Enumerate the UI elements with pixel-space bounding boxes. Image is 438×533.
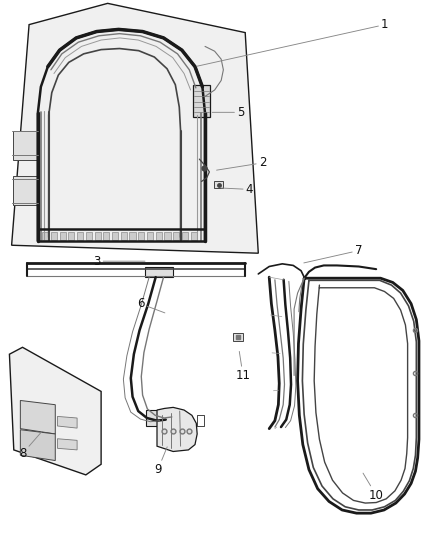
- Bar: [95, 232, 101, 240]
- Text: 11: 11: [236, 351, 251, 382]
- Polygon shape: [10, 348, 101, 475]
- Bar: [147, 232, 153, 240]
- Text: 4: 4: [221, 183, 253, 196]
- Polygon shape: [193, 85, 210, 117]
- Polygon shape: [233, 333, 243, 341]
- Polygon shape: [57, 416, 77, 428]
- Text: 2: 2: [216, 156, 266, 170]
- Bar: [51, 232, 57, 240]
- Bar: [138, 232, 145, 240]
- Text: 6: 6: [137, 297, 165, 313]
- Polygon shape: [146, 410, 175, 426]
- Bar: [103, 232, 110, 240]
- Bar: [68, 232, 74, 240]
- Text: 8: 8: [19, 432, 42, 460]
- Bar: [112, 232, 118, 240]
- Bar: [173, 232, 179, 240]
- Text: 7: 7: [304, 244, 363, 263]
- Polygon shape: [157, 407, 197, 451]
- Bar: [42, 232, 48, 240]
- Bar: [121, 232, 127, 240]
- Bar: [86, 232, 92, 240]
- Text: 1: 1: [197, 18, 389, 66]
- Polygon shape: [145, 266, 173, 277]
- Bar: [130, 232, 136, 240]
- Polygon shape: [20, 430, 55, 461]
- Bar: [155, 232, 162, 240]
- Text: 10: 10: [363, 473, 384, 502]
- Polygon shape: [20, 400, 55, 434]
- Bar: [182, 232, 188, 240]
- Text: 9: 9: [154, 447, 167, 476]
- Text: 5: 5: [212, 106, 244, 119]
- Polygon shape: [12, 3, 258, 253]
- Bar: [77, 232, 83, 240]
- Bar: [191, 232, 197, 240]
- Bar: [13, 176, 37, 205]
- Polygon shape: [57, 439, 77, 450]
- Bar: [164, 232, 170, 240]
- Polygon shape: [214, 181, 223, 188]
- Text: 3: 3: [93, 255, 145, 268]
- Bar: [60, 232, 66, 240]
- Bar: [13, 131, 37, 160]
